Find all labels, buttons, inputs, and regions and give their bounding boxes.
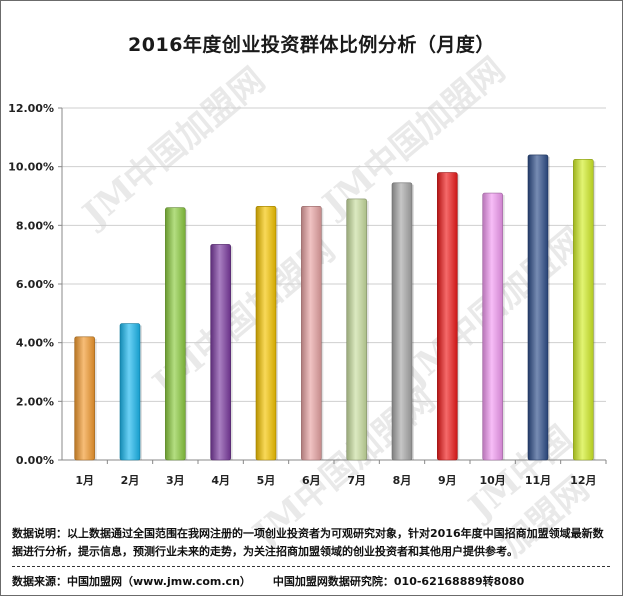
bar-5 (255, 205, 277, 461)
x-tick-label: 4月 (211, 474, 230, 487)
bars (74, 154, 596, 461)
x-tick-label: 6月 (302, 474, 321, 487)
y-tick-label: 12.00% (8, 102, 54, 115)
bar-11 (527, 154, 549, 461)
x-tick-label: 10月 (480, 474, 506, 487)
x-tick-label: 12月 (570, 474, 596, 487)
bar-chart: 0.00% 2.00% 4.00% 6.00% 8.00% 10.00% 12.00% 1月 2… (8, 102, 607, 487)
research-institute-contact: 中国加盟网数据研究院：010-62168889转8080 (272, 575, 525, 588)
y-tick-label: 10.00% (8, 161, 54, 174)
bar-2 (119, 323, 141, 461)
data-source: 数据来源：中国加盟网（www.jmw.com.cn） (12, 575, 251, 588)
bar-4 (210, 244, 231, 461)
bar-10 (482, 192, 503, 461)
y-tick-label: 4.00% (16, 337, 54, 350)
bar-7 (346, 198, 367, 461)
bar-8 (391, 182, 413, 461)
bar-6 (301, 205, 322, 461)
bar-3 (165, 207, 186, 461)
x-tick-label: 3月 (166, 474, 185, 487)
axes (58, 107, 607, 464)
bar-9 (437, 172, 458, 461)
x-tick-label: 5月 (257, 474, 276, 487)
bar-12 (573, 159, 594, 461)
bar-1 (74, 336, 95, 461)
footer-source-line: 数据来源：中国加盟网（www.jmw.com.cn） 中国加盟网数据研究院：010… (12, 573, 524, 589)
x-tick-label: 9月 (438, 474, 457, 487)
gridlines (62, 107, 606, 402)
x-tick-label: 1月 (75, 474, 94, 487)
footer-divider (12, 566, 610, 567)
x-tick-label: 7月 (347, 474, 366, 487)
y-tick-label: 6.00% (16, 278, 54, 291)
y-tick-label: 8.00% (16, 219, 54, 232)
y-tick-label: 0.00% (16, 454, 54, 467)
x-tick-label: 11月 (525, 474, 551, 487)
y-tick-label: 2.00% (16, 395, 54, 408)
data-description: 数据说明：以上数据通过全国范围在我网注册的一项创业投资者为可观研究对象，针对20… (12, 527, 604, 558)
x-tick-label: 8月 (393, 474, 412, 487)
x-tick-label: 2月 (121, 474, 140, 487)
chart-title: 2016年度创业投资群体比例分析（月度） (128, 34, 495, 56)
tick-labels: 0.00% 2.00% 4.00% 6.00% 8.00% 10.00% 12.00% 1月 2… (8, 102, 596, 487)
